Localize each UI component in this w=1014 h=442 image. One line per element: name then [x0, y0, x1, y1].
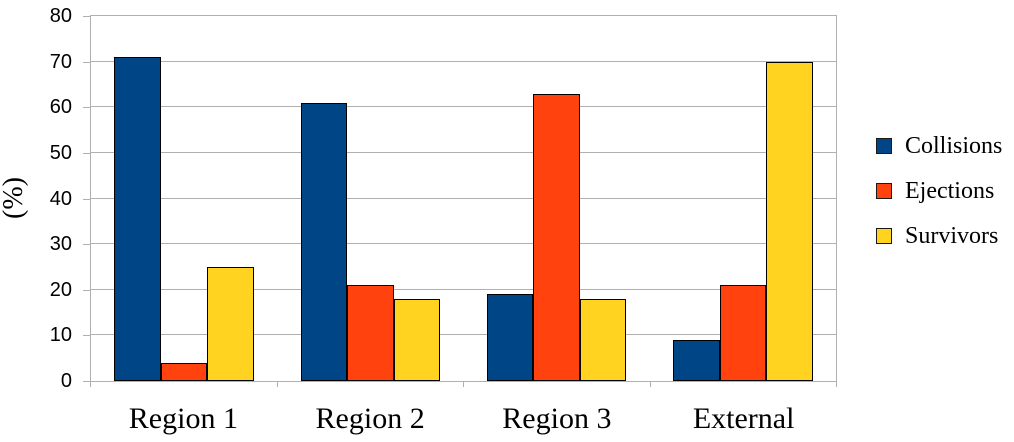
x-category-label: Region 2	[315, 402, 425, 435]
gridline	[91, 60, 836, 62]
x-tick-mark	[90, 382, 91, 387]
x-category-label: Region 1	[128, 402, 238, 435]
bar-ejections-3	[533, 93, 580, 381]
y-tick-label: 50	[49, 141, 72, 164]
legend-swatch-survivors	[876, 228, 892, 244]
bar-ejections-1	[160, 362, 208, 381]
legend-item: Ejections	[876, 177, 995, 204]
gridline	[91, 334, 836, 336]
x-tick-mark	[649, 382, 651, 387]
bar-collisions-2	[300, 102, 348, 381]
y-tick-mark	[83, 16, 90, 17]
y-tick-label: 70	[49, 50, 72, 73]
bar-survivors-2	[393, 298, 441, 381]
y-tick-mark	[83, 289, 90, 291]
gridline	[91, 197, 836, 199]
y-tick-label: 30	[49, 233, 72, 256]
legend-label: Ejections	[905, 177, 995, 204]
bar-ejections-2	[347, 285, 394, 381]
y-tick-mark	[83, 335, 90, 337]
x-tick-mark	[463, 382, 464, 387]
bar-ejections-4	[719, 285, 767, 381]
x-tick-mark	[836, 382, 837, 387]
x-category-label: External	[692, 402, 795, 435]
gridline	[91, 288, 836, 290]
plot-area	[90, 15, 837, 382]
y-tick-label: 10	[49, 324, 72, 347]
bar-collisions-3	[486, 294, 534, 381]
legend-item: Survivors	[876, 222, 999, 249]
y-tick-label: 0	[60, 370, 72, 392]
y-tick-mark	[83, 152, 90, 154]
bar-survivors-3	[579, 298, 627, 381]
y-tick-mark	[83, 244, 90, 246]
legend-label: Survivors	[905, 222, 999, 249]
gridline	[91, 151, 836, 153]
bar-survivors-4	[766, 61, 813, 381]
bar-collisions-4	[673, 339, 720, 381]
x-category-label: Region 3	[502, 402, 612, 435]
y-tick-mark	[83, 107, 90, 109]
y-tick-label: 40	[49, 187, 72, 210]
bar-collisions-1	[114, 57, 161, 381]
bar-survivors-1	[207, 266, 254, 381]
x-tick-mark	[276, 382, 278, 387]
y-tick-label: 60	[49, 96, 72, 119]
legend-label: Collisions	[905, 132, 1003, 159]
y-tick-mark	[83, 61, 90, 63]
legend-swatch-ejections	[876, 183, 892, 199]
y-tick-label: 20	[49, 278, 72, 301]
y-tick-mark	[83, 198, 90, 200]
gridline	[91, 243, 836, 245]
gridline	[91, 106, 836, 108]
legend-item: Collisions	[876, 132, 1003, 159]
y-tick-mark	[83, 381, 90, 382]
y-tick-label: 80	[49, 5, 72, 27]
legend-swatch-collisions	[876, 138, 892, 154]
